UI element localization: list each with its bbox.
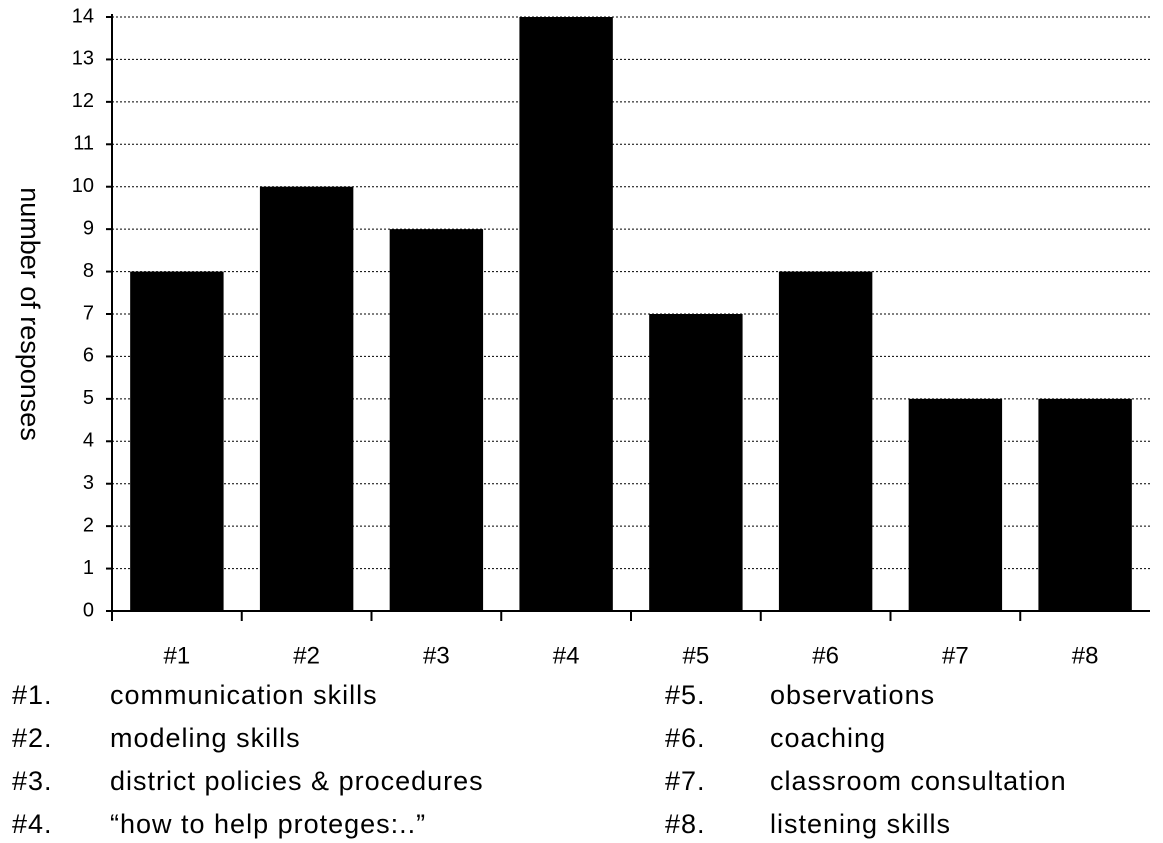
key-label: #2. [12, 723, 53, 753]
bar [778, 271, 873, 611]
bar [130, 271, 224, 611]
key-label: #1. [12, 680, 53, 710]
y-tick-label: 12 [72, 90, 94, 112]
key-label: #8. [665, 809, 706, 839]
x-tick-label: #8 [1072, 642, 1099, 669]
key-label: #4. [12, 809, 53, 839]
key-label: #7. [665, 766, 706, 796]
bar [649, 314, 743, 611]
x-tick-label: #6 [812, 642, 839, 669]
x-tick-label: #1 [164, 642, 191, 669]
y-tick-label: 3 [83, 472, 94, 494]
key-text: observations [770, 680, 935, 710]
key-label: #3. [12, 766, 53, 796]
x-tick-label: #7 [942, 642, 969, 669]
x-tick-label: #2 [293, 642, 320, 669]
y-tick-label: 4 [83, 430, 94, 452]
y-tick-label: 10 [72, 175, 94, 197]
key-text: “how to help proteges:..” [110, 809, 426, 839]
key-text: district policies & procedures [110, 766, 484, 796]
y-tick-label: 8 [83, 260, 94, 282]
y-tick-label: 9 [83, 217, 94, 239]
x-tick-label: #3 [423, 642, 450, 669]
key-text: listening skills [770, 809, 951, 839]
key-label: #5. [665, 680, 706, 710]
key-text: communication skills [110, 680, 378, 710]
y-tick-label: 14 [72, 5, 94, 27]
x-tick-label: #5 [683, 642, 710, 669]
bar [1038, 398, 1132, 611]
x-tick-label: #4 [553, 642, 580, 669]
y-tick-label: 5 [83, 387, 94, 409]
key-text: modeling skills [110, 723, 301, 753]
key-label: #6. [665, 723, 706, 753]
bar [519, 17, 613, 611]
y-tick-label: 2 [83, 514, 94, 536]
y-tick-label: 11 [73, 133, 94, 155]
y-tick-label: 6 [83, 345, 94, 367]
y-tick-label: 0 [83, 599, 94, 621]
bar [389, 229, 484, 611]
bar [908, 398, 1003, 611]
key-text: classroom consultation [770, 766, 1067, 796]
y-tick-label: 1 [83, 557, 94, 579]
y-axis-label: number of responses [15, 187, 45, 441]
bar [259, 186, 354, 611]
key-text: coaching [770, 723, 886, 753]
y-tick-label: 13 [72, 48, 94, 70]
y-tick-label: 7 [83, 302, 94, 324]
